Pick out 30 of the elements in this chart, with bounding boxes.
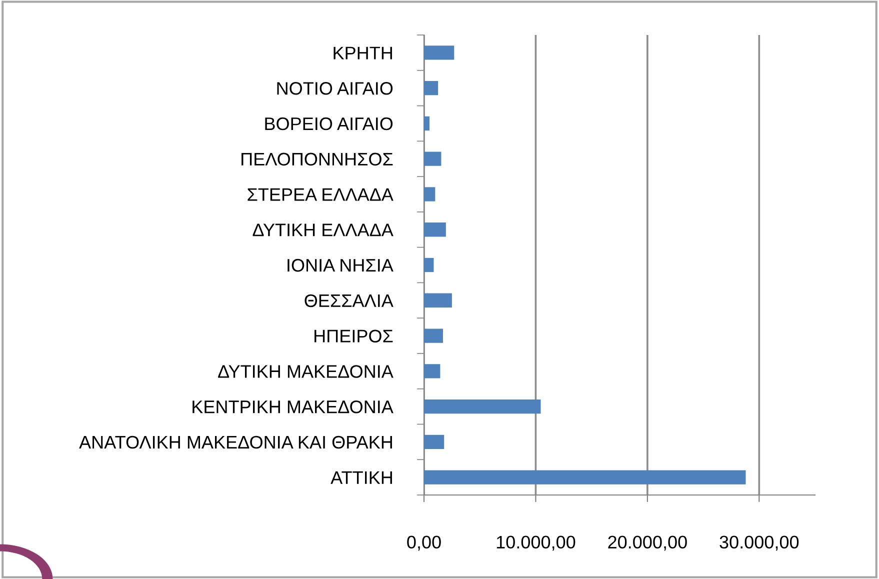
y-tick-label: ΙΟΝΙΑ ΝΗΣΙΑ bbox=[288, 258, 394, 272]
bar bbox=[424, 470, 746, 484]
bar bbox=[424, 328, 443, 343]
y-tick-label: ΣΤΕΡΕΑ ΕΛΛΑΔΑ bbox=[248, 188, 394, 201]
x-tick-label: 30.000,00 bbox=[720, 536, 799, 551]
bar bbox=[424, 293, 452, 308]
x-tick-label: 0,00 bbox=[407, 536, 441, 551]
y-tick-label: ΠΕΛΟΠΟΝΝΗΣΟΣ bbox=[242, 152, 393, 166]
y-tick-label: ΑΤΤΙΚΗ bbox=[330, 471, 392, 484]
bar bbox=[424, 222, 446, 237]
x-tick-label: 10.000,00 bbox=[496, 536, 576, 551]
y-tick-label: ΔΥΤΙΚΗ ΜΑΚΕΔΟΝΙΑ bbox=[218, 365, 394, 378]
bar bbox=[424, 258, 434, 272]
bar bbox=[424, 81, 438, 96]
bar bbox=[424, 187, 436, 202]
bar bbox=[424, 152, 442, 166]
y-tick-label: ΗΠΕΙΡΟΣ bbox=[314, 330, 393, 342]
y-tick-label: ΘΕΣΣΑΛΙΑ bbox=[304, 294, 394, 308]
y-tick-label: ΒΟΡΕΙΟ ΑΙΓΑΙΟ bbox=[265, 117, 393, 130]
bar bbox=[424, 434, 444, 449]
y-tick-label: ΔΥΤΙΚΗ ΕΛΛΑΔΑ bbox=[252, 224, 394, 236]
y-tick-label: ΝΟΤΙΟ ΑΙΓΑΙΟ bbox=[277, 82, 393, 95]
bar bbox=[424, 364, 440, 378]
y-tick-label: ΚΡΗΤΗ bbox=[334, 46, 392, 60]
y-tick-label: ΚΕΝΤΡΙΚΗ ΜΑΚΕΔΟΝΙΑ bbox=[192, 400, 394, 414]
bar bbox=[424, 46, 454, 60]
bar bbox=[424, 399, 541, 414]
y-tick-label: ΑΝΑΤΟΛΙΚΗ ΜΑΚΕΔΟΝΙΑ ΚΑΙ ΘΡΑΚΗ bbox=[79, 436, 392, 449]
bar bbox=[424, 116, 430, 131]
x-tick-label: 20.000,00 bbox=[608, 536, 687, 551]
